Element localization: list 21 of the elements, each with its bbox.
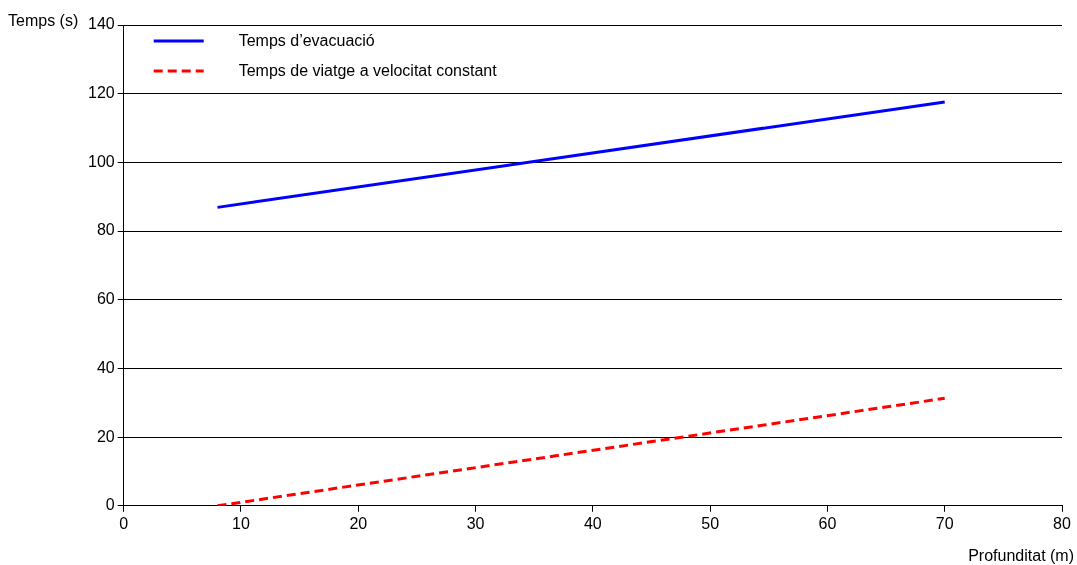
- y-axis-title: Temps (s): [8, 12, 79, 30]
- x-tick-label: 30: [466, 514, 485, 532]
- x-tick-label: 40: [583, 514, 602, 532]
- y-tick-label: 20: [96, 427, 115, 445]
- y-tick-label: 120: [87, 84, 115, 102]
- y-tick-label: 80: [96, 221, 115, 239]
- y-tick-label: 140: [87, 15, 115, 33]
- legend-label: Temps de viatge a velocitat constant: [238, 62, 498, 80]
- y-tick-label: 0: [105, 496, 115, 514]
- y-tick-label: 60: [96, 290, 115, 308]
- x-tick-label: 70: [935, 514, 954, 532]
- y-tick-label: 100: [87, 152, 115, 170]
- legend-label: Temps d’evacuació: [238, 32, 375, 50]
- x-tick-label: 10: [232, 514, 250, 532]
- x-tick-label: 50: [701, 514, 720, 532]
- x-tick-label: 0: [119, 514, 129, 532]
- x-tick-label: 60: [818, 514, 837, 532]
- x-tick-label: 20: [349, 514, 368, 532]
- x-axis-title: Profunditat (m): [968, 547, 1074, 565]
- x-tick-label: 80: [1053, 514, 1071, 532]
- y-tick-label: 40: [96, 358, 115, 376]
